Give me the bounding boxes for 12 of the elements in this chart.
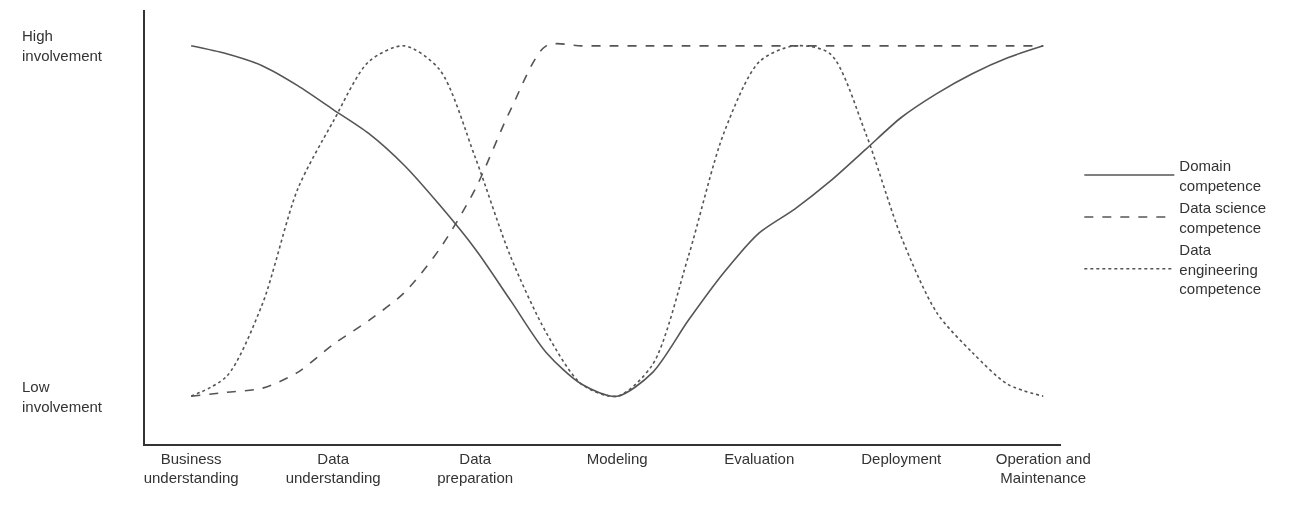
text: High involvement bbox=[22, 27, 103, 64]
x-tick-label: Deployment bbox=[861, 449, 943, 467]
text: Low involvement bbox=[22, 378, 103, 415]
x-tick-label: Business understanding bbox=[143, 449, 239, 487]
text: Domain competence bbox=[1179, 157, 1262, 194]
x-tick-label: Evaluation bbox=[724, 449, 795, 467]
x-tick-label: Modeling bbox=[586, 449, 648, 467]
x-tick-label: Operation and Maintenance bbox=[995, 449, 1091, 487]
text: Data science competence bbox=[1179, 199, 1267, 236]
text: Data engineering competence bbox=[1179, 241, 1262, 298]
x-tick-label: Data preparation bbox=[437, 449, 514, 487]
x-tick-label: Data understanding bbox=[285, 449, 381, 487]
